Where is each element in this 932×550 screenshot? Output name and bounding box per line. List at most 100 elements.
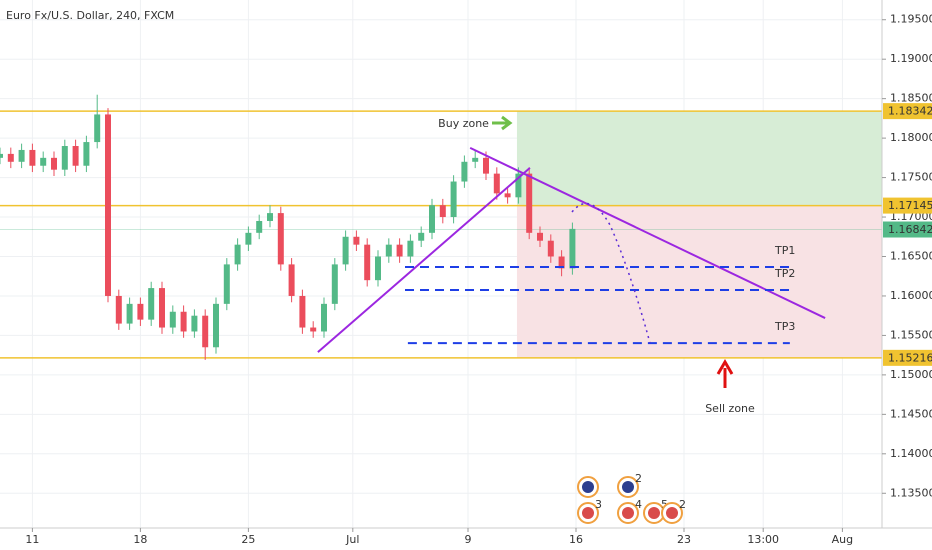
candle-body bbox=[72, 146, 79, 166]
candle-body bbox=[461, 161, 468, 182]
x-tick-label: Aug bbox=[832, 533, 853, 546]
candle-body bbox=[94, 114, 101, 143]
axis-layer: 1.13500 1.14000 1.14500 1.15000 1.15500 1.160… bbox=[25, 13, 932, 546]
level-tag bbox=[883, 349, 932, 366]
event-count: 2 bbox=[635, 472, 642, 485]
event-icon-inner bbox=[582, 481, 594, 493]
candle-body bbox=[429, 205, 435, 233]
candle-body bbox=[202, 315, 209, 348]
candle-body bbox=[234, 244, 241, 265]
candle-body bbox=[7, 153, 14, 162]
event-icon-inner bbox=[622, 507, 634, 519]
candle-body bbox=[331, 264, 338, 304]
zone bbox=[516, 205, 882, 358]
y-tick-label: 1.14000 bbox=[890, 447, 932, 460]
event-count: 4 bbox=[635, 498, 642, 511]
candle-body bbox=[515, 173, 522, 198]
y-tick-label: 1.16500 bbox=[890, 250, 932, 263]
candle-body bbox=[191, 315, 198, 332]
x-tick-label: 13:00 bbox=[747, 533, 779, 546]
candle-body bbox=[18, 149, 25, 162]
projection-path bbox=[571, 202, 651, 344]
candle-body bbox=[169, 311, 176, 328]
sell-arrow bbox=[716, 359, 734, 388]
candle-body bbox=[115, 295, 122, 324]
candle-body bbox=[375, 256, 381, 281]
candle-body bbox=[51, 157, 57, 170]
candle-body bbox=[0, 153, 3, 158]
candle-body bbox=[537, 232, 543, 241]
candle-body bbox=[547, 240, 554, 257]
candle-body bbox=[223, 264, 230, 304]
zone-label: Sell zone bbox=[705, 402, 755, 415]
candle-body bbox=[483, 157, 489, 174]
x-tick-label: 9 bbox=[465, 533, 472, 546]
chart-title: Euro Fx/U.S. Dollar, 240, FXCM bbox=[6, 9, 174, 22]
zone-label: Buy zone bbox=[438, 117, 489, 130]
event-count: 5 bbox=[661, 498, 668, 511]
event-icon-inner bbox=[648, 507, 660, 519]
x-tick-label: 25 bbox=[241, 533, 255, 546]
candle-body bbox=[364, 244, 371, 281]
candle-body bbox=[29, 149, 36, 166]
candle-body bbox=[493, 173, 500, 194]
y-tick-label: 1.18000 bbox=[890, 131, 932, 144]
candle-body bbox=[569, 228, 576, 269]
candle-body bbox=[277, 213, 284, 265]
events-layer: 324 5 2 bbox=[577, 472, 686, 524]
trend-line bbox=[317, 167, 531, 353]
y-tick-label: 1.16000 bbox=[890, 289, 932, 302]
drawings-layer: Buy zone Sell zone TP1 TP2 TP3 bbox=[317, 117, 826, 415]
y-tick-label: 1.17500 bbox=[890, 171, 932, 184]
candle-body bbox=[558, 256, 565, 269]
candle-body bbox=[148, 288, 155, 320]
y-tick-label: 1.13500 bbox=[890, 486, 932, 499]
candle-body bbox=[504, 193, 511, 198]
candle-body bbox=[267, 213, 273, 221]
event-count: 3 bbox=[595, 498, 602, 511]
zone bbox=[516, 111, 882, 206]
x-tick-label: 18 bbox=[133, 533, 147, 546]
event-icon-inner bbox=[622, 481, 634, 493]
candle-body bbox=[137, 303, 144, 320]
buy-arrow bbox=[492, 115, 513, 131]
candle-body bbox=[126, 303, 133, 324]
y-tick-label: 1.15000 bbox=[890, 368, 932, 381]
level-label: 1.18342 bbox=[888, 105, 932, 118]
event-icon-inner bbox=[666, 507, 678, 519]
y-tick-label: 1.19500 bbox=[890, 13, 932, 26]
candle-body bbox=[472, 157, 479, 162]
target-label: TP3 bbox=[774, 320, 795, 333]
candle-body bbox=[105, 114, 111, 296]
level-tag bbox=[883, 221, 932, 238]
candle-body bbox=[439, 205, 446, 218]
x-tick-label: Jul bbox=[345, 533, 359, 546]
candle-body bbox=[180, 311, 187, 332]
candle-body bbox=[159, 288, 165, 328]
y-tick-label: 1.18500 bbox=[890, 92, 932, 105]
candle-body bbox=[418, 232, 425, 241]
level-tag bbox=[883, 103, 932, 120]
level-label: 1.15216 bbox=[888, 351, 932, 364]
candle-body bbox=[288, 264, 295, 296]
level-label: 1.16842 bbox=[888, 223, 932, 236]
level-label: 1.17145 bbox=[888, 199, 932, 212]
x-tick-label: 16 bbox=[569, 533, 583, 546]
candle-body bbox=[299, 295, 306, 328]
y-tick-label: 1.15500 bbox=[890, 328, 932, 341]
candle-body bbox=[407, 240, 414, 257]
candle-body bbox=[353, 236, 360, 245]
event-icon-inner bbox=[582, 507, 594, 519]
candle-body bbox=[213, 303, 219, 348]
target-label: TP1 bbox=[774, 244, 795, 257]
candle-body bbox=[385, 244, 392, 257]
candle-body bbox=[310, 327, 317, 332]
candle-body bbox=[450, 181, 457, 218]
x-tick-label: 23 bbox=[677, 533, 691, 546]
candles-layer bbox=[0, 94, 576, 360]
candle-body bbox=[526, 173, 533, 233]
candle-body bbox=[396, 244, 403, 257]
zones-layer bbox=[0, 110, 882, 359]
y-tick-label: 1.19000 bbox=[890, 52, 932, 65]
